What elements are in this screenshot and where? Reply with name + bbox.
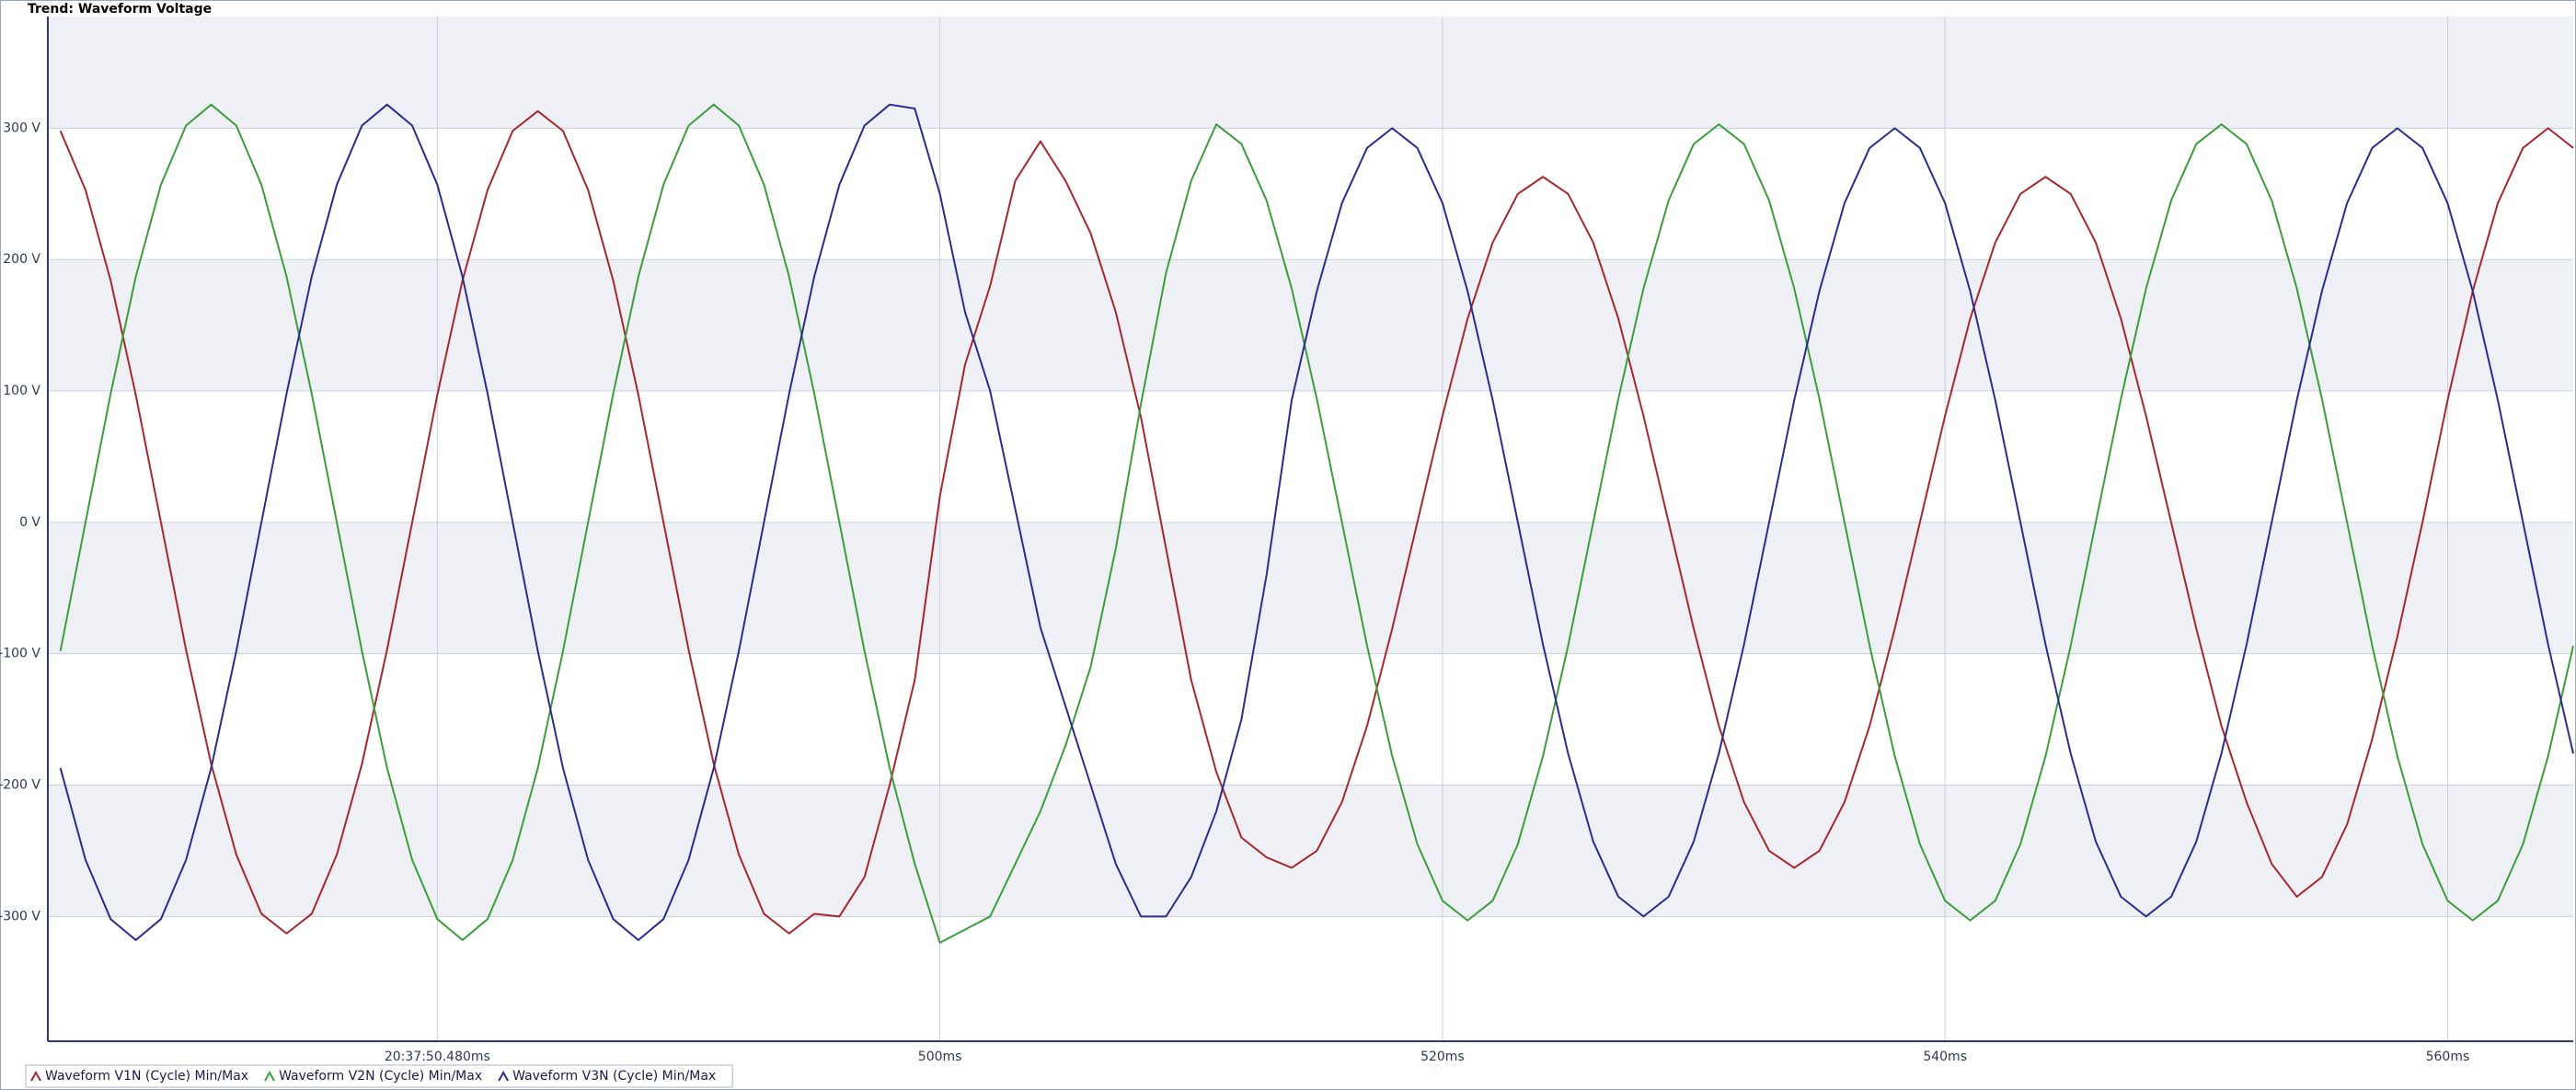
y-tick-label: 300 V xyxy=(3,120,40,135)
chart-title: Trend: Waveform Voltage xyxy=(28,2,212,17)
y-tick-label: -100 V xyxy=(0,647,40,661)
y-tick-label: 100 V xyxy=(3,384,40,398)
y-tick-label: -200 V xyxy=(0,778,40,793)
y-tick-label: 200 V xyxy=(3,252,40,267)
x-tick-label: 540ms xyxy=(1923,1050,1967,1064)
x-tick-label: 20:37:50.480ms xyxy=(385,1050,490,1064)
legend-marker[interactable] xyxy=(30,1070,41,1082)
grid-band xyxy=(48,785,2573,917)
grid-band xyxy=(48,522,2573,654)
series-line xyxy=(59,109,2574,935)
legend-label[interactable]: Waveform V2N (Cycle) Min/Max xyxy=(279,1069,482,1084)
legend-label[interactable]: Waveform V3N (Cycle) Min/Max xyxy=(512,1069,716,1084)
legend: Waveform V1N (Cycle) Min/Max Waveform V2N… xyxy=(25,1064,733,1088)
legend-marker[interactable] xyxy=(498,1070,509,1082)
y-tick-label: -300 V xyxy=(0,909,40,924)
legend-marker[interactable] xyxy=(264,1070,275,1082)
legend-box xyxy=(25,1064,733,1088)
x-tick-label: 500ms xyxy=(918,1050,962,1064)
legend-label[interactable]: Waveform V1N (Cycle) Min/Max xyxy=(45,1069,248,1084)
plot-lines xyxy=(59,103,2574,944)
grid-band xyxy=(48,17,2573,129)
axes: -300 V -200 V -100 V 0 V 100 V 200 V 300 V 20:3… xyxy=(0,17,2573,1064)
x-tick-label: 520ms xyxy=(1420,1050,1465,1064)
x-tick-label: 560ms xyxy=(2426,1050,2470,1064)
series-line xyxy=(59,103,2574,944)
plot-bands xyxy=(48,17,2573,917)
series-line xyxy=(59,103,2574,942)
y-tick-label: 0 V xyxy=(19,515,40,530)
